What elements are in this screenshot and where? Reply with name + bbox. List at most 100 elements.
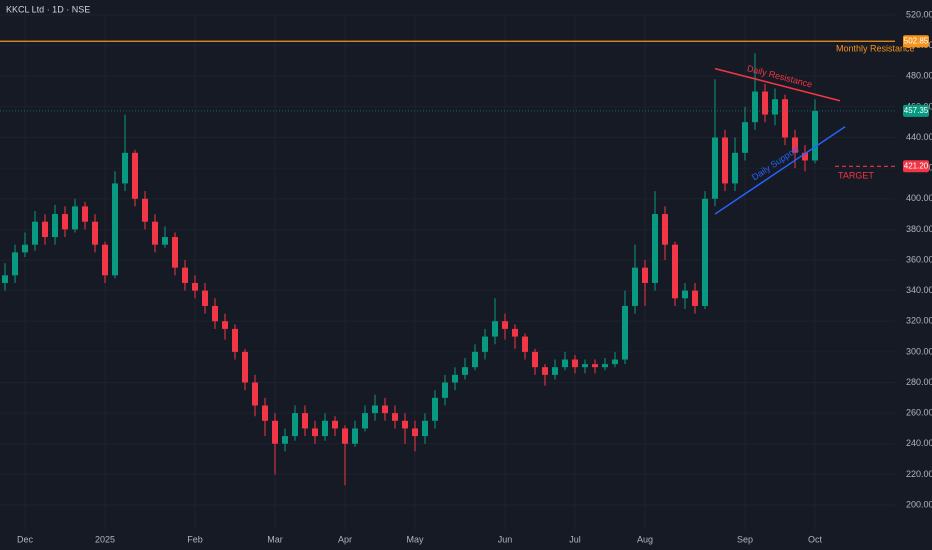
- price-tag: [903, 35, 929, 48]
- candle-body: [262, 405, 268, 421]
- y-tick-label: 240.00: [906, 438, 932, 448]
- candle-body: [512, 328, 518, 337]
- candle-body: [372, 405, 378, 414]
- candle-body: [282, 436, 288, 444]
- y-tick-label: 280.00: [906, 377, 932, 387]
- level-label: Monthly Resistance: [836, 44, 915, 54]
- y-tick-label: 260.00: [906, 408, 932, 418]
- candle-body: [592, 364, 598, 368]
- candle-body: [572, 359, 578, 368]
- candle-body: [202, 290, 208, 306]
- candle-body: [812, 110, 818, 161]
- candle-body: [742, 122, 748, 153]
- price-tag-label: 457.35: [904, 106, 929, 115]
- candle-body: [452, 374, 458, 383]
- candle-body: [212, 305, 218, 322]
- chart-title: KKCL Ltd · 1D · NSE: [6, 4, 90, 14]
- candle-body: [582, 364, 588, 368]
- x-tick-label: 2025: [95, 534, 115, 544]
- candle-body: [692, 290, 698, 306]
- candle-body: [382, 405, 388, 414]
- candle-body: [92, 221, 98, 245]
- candle-body: [442, 382, 448, 398]
- candle-body: [192, 282, 198, 291]
- candle-body: [622, 305, 628, 360]
- candle-body: [142, 198, 148, 222]
- candle-body: [122, 152, 128, 184]
- x-tick-label: Sep: [737, 534, 753, 544]
- trendline: [714, 126, 846, 215]
- candle-body: [2, 275, 8, 283]
- candle-body: [362, 413, 368, 429]
- y-tick-label: 320.00: [906, 316, 932, 326]
- candle-body: [252, 382, 258, 406]
- candle-body: [802, 152, 808, 161]
- candle-body: [82, 206, 88, 222]
- candle-body: [702, 198, 708, 306]
- price-tag: [903, 160, 929, 173]
- candle-body: [112, 183, 118, 276]
- x-tick-label: Aug: [637, 534, 653, 544]
- candle-body: [422, 420, 428, 437]
- x-tick-label: Oct: [808, 534, 823, 544]
- candle-body: [272, 420, 278, 444]
- x-tick-label: Jul: [569, 534, 581, 544]
- y-tick-label: 520.00: [906, 9, 932, 19]
- candle-body: [412, 428, 418, 437]
- candle-body: [352, 428, 358, 444]
- candle-body: [72, 206, 78, 230]
- x-tick-label: Mar: [267, 534, 283, 544]
- candle-body: [612, 359, 618, 365]
- candle-body: [42, 221, 48, 238]
- candle-body: [542, 367, 548, 375]
- candle-body: [392, 413, 398, 421]
- y-tick-label: 220.00: [906, 469, 932, 479]
- candle-body: [62, 214, 68, 230]
- candle-body: [532, 351, 538, 368]
- candle-body: [312, 428, 318, 437]
- x-tick-label: May: [406, 534, 424, 544]
- candle-body: [162, 237, 168, 245]
- candle-body: [182, 267, 188, 283]
- y-tick-label: 480.00: [906, 71, 932, 81]
- y-tick-label: 380.00: [906, 224, 932, 234]
- candle-body: [322, 420, 328, 437]
- candle-body: [292, 413, 298, 437]
- candle-body: [722, 137, 728, 184]
- y-tick-label: 300.00: [906, 346, 932, 356]
- candle-body: [242, 351, 248, 383]
- candle-body: [632, 267, 638, 306]
- candle-body: [342, 428, 348, 444]
- candle-body: [22, 244, 28, 253]
- level-label: TARGET: [838, 171, 874, 181]
- y-tick-label: 360.00: [906, 254, 932, 264]
- candle-body: [682, 290, 688, 299]
- candle-body: [652, 214, 658, 283]
- trendline: [714, 67, 841, 102]
- x-tick-label: Dec: [17, 534, 34, 544]
- candle-body: [552, 367, 558, 375]
- candle-body: [482, 336, 488, 352]
- y-tick-label: 440.00: [906, 132, 932, 142]
- candle-body: [562, 359, 568, 368]
- candle-body: [602, 364, 608, 368]
- candle-body: [152, 221, 158, 245]
- candle-body: [782, 99, 788, 138]
- candle-body: [492, 321, 498, 337]
- price-tag: [903, 104, 929, 117]
- candle-body: [302, 413, 308, 429]
- x-tick-label: Jun: [498, 534, 513, 544]
- candle-body: [32, 221, 38, 245]
- candle-body: [462, 367, 468, 375]
- candle-body: [732, 152, 738, 184]
- x-tick-label: Feb: [187, 534, 203, 544]
- candle-body: [522, 336, 528, 352]
- candle-body: [402, 420, 408, 429]
- candle-body: [332, 420, 338, 429]
- candle-body: [642, 267, 648, 283]
- candle-body: [52, 214, 58, 238]
- price-tag-label: 502.85: [904, 36, 929, 45]
- candle-body: [222, 321, 228, 329]
- y-tick-label: 340.00: [906, 285, 932, 295]
